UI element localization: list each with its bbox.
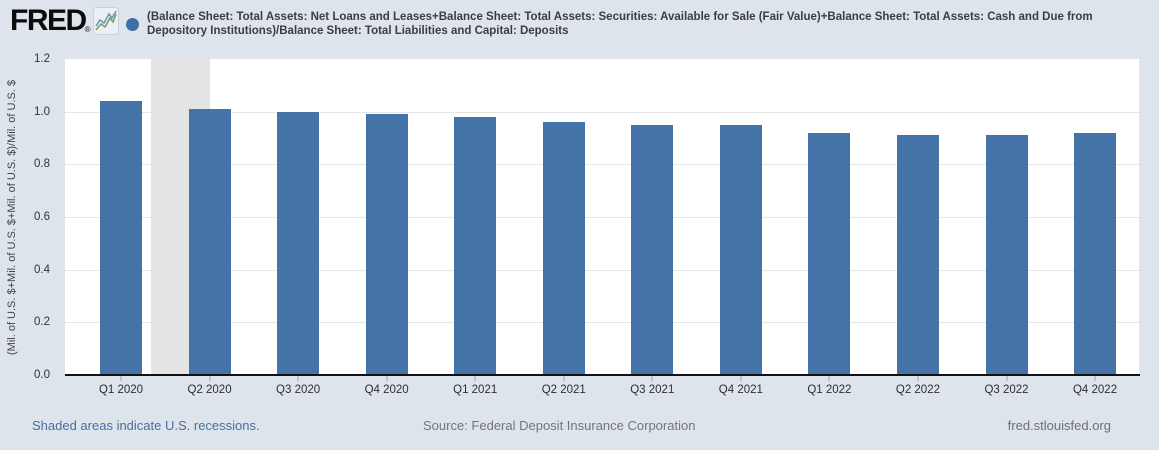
gridline	[65, 269, 1139, 271]
x-tick-label: Q4 2021	[718, 384, 763, 396]
x-tick-label: Q2 2022	[895, 384, 940, 396]
x-tick-mark	[562, 376, 565, 381]
bar[interactable]	[719, 124, 762, 375]
x-tick-label: Q2 2020	[187, 384, 232, 396]
gridline	[65, 164, 1139, 166]
fred-wordmark: FRED	[10, 4, 87, 37]
x-tick-label: Q3 2020	[276, 384, 321, 396]
line-chart-icon	[92, 7, 119, 35]
y-tick-label: 1.2	[34, 53, 50, 65]
bar[interactable]	[188, 109, 231, 375]
x-tick-mark	[208, 376, 211, 381]
x-tick-label: Q1 2022	[807, 384, 852, 396]
bar[interactable]	[365, 114, 408, 375]
bar[interactable]	[808, 132, 851, 375]
registered-trademark: ®	[84, 25, 91, 34]
bar[interactable]	[631, 124, 674, 375]
x-tick-mark	[651, 376, 654, 381]
x-tick-mark	[916, 376, 919, 381]
series-legend-dot	[126, 18, 139, 31]
x-tick-label: Q4 2020	[364, 384, 409, 396]
gridline	[65, 217, 1139, 218]
x-tick-mark	[385, 376, 388, 381]
bar[interactable]	[985, 135, 1028, 375]
fred-logo[interactable]: FRED ®	[10, 5, 119, 37]
x-tick-mark	[828, 376, 831, 381]
bar[interactable]	[896, 135, 939, 375]
bar[interactable]	[1074, 132, 1117, 375]
y-tick-label: 0.0	[34, 369, 50, 381]
x-tick-mark	[1005, 376, 1008, 381]
bar[interactable]	[454, 116, 497, 375]
recession-note: Shaded areas indicate U.S. recessions.	[32, 418, 260, 433]
bar[interactable]	[542, 122, 585, 375]
x-tick-label: Q3 2021	[630, 384, 675, 396]
x-tick-label: Q3 2022	[984, 384, 1029, 396]
x-tick-mark	[1094, 376, 1097, 381]
y-tick-label: 0.8	[34, 158, 50, 171]
y-tick-label: 1.0	[34, 105, 50, 118]
bar[interactable]	[100, 101, 142, 375]
x-tick-label: Q4 2022	[1072, 384, 1118, 396]
x-tick-label: Q2 2021	[541, 384, 586, 396]
source-text: Source: Federal Deposit Insurance Corpor…	[423, 418, 696, 433]
bar[interactable]	[277, 111, 320, 375]
y-tick-label: 0.4	[34, 263, 50, 276]
x-tick-label: Q1 2021	[453, 384, 498, 396]
y-tick-label: 0.2	[34, 316, 50, 329]
chart-title: (Balance Sheet: Total Assets: Net Loans …	[147, 11, 1093, 37]
gridline	[65, 322, 1139, 324]
x-axis-line	[65, 374, 1140, 376]
x-tick-mark	[739, 376, 742, 381]
x-tick-label: Q1 2020	[98, 384, 144, 396]
y-tick-label: 0.6	[34, 211, 50, 223]
x-tick-mark	[474, 376, 477, 381]
gridline	[65, 111, 1139, 113]
fred-site-link[interactable]: fred.stlouisfed.org	[1007, 418, 1111, 433]
x-tick-mark	[120, 376, 122, 381]
x-tick-mark	[297, 376, 300, 381]
plot-area	[65, 59, 1139, 375]
